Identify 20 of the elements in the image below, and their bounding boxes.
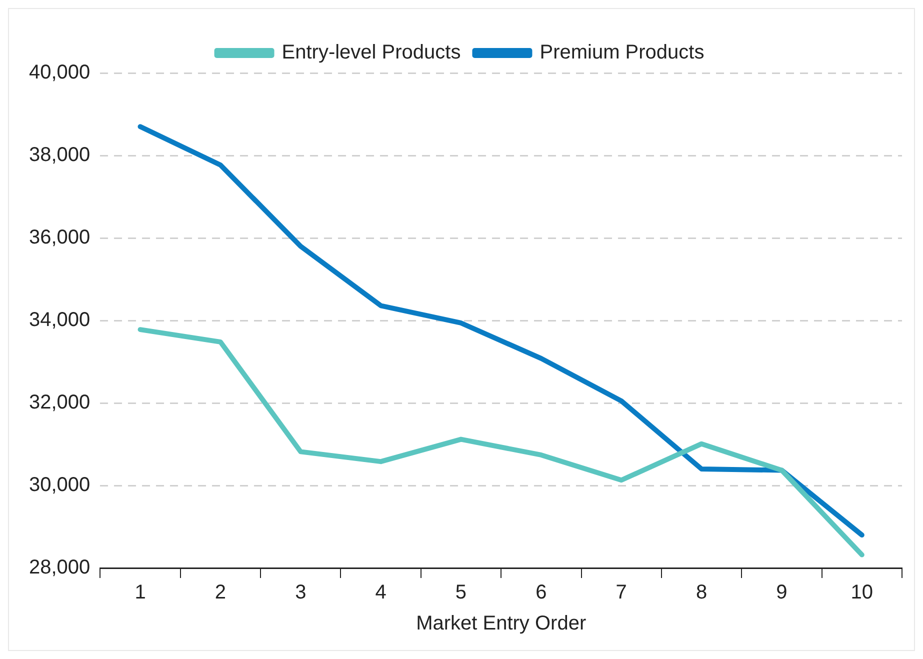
- x-tick-label: 3: [295, 582, 306, 604]
- legend-label: Premium Products: [540, 42, 704, 64]
- x-tick-label: 10: [850, 582, 874, 604]
- x-tick-label: 1: [134, 582, 146, 604]
- x-tick-label: 4: [375, 582, 386, 604]
- legend-label: Entry-level Products: [282, 42, 461, 64]
- x-tick-label: 6: [536, 582, 547, 604]
- x-tick-label: 5: [455, 582, 467, 604]
- y-tick-label: 40,000: [29, 62, 90, 84]
- x-tick-label: 2: [214, 582, 226, 604]
- x-tick-label: 9: [776, 582, 788, 604]
- x-axis-title: Market Entry Order: [416, 612, 586, 635]
- y-tick-label: 36,000: [29, 226, 90, 249]
- y-tick-label: 34,000: [29, 309, 90, 332]
- y-tick-label: 30,000: [29, 474, 90, 496]
- y-tick-label: 38,000: [29, 144, 90, 166]
- y-tick-label: 28,000: [29, 556, 90, 579]
- x-tick-label: 8: [696, 582, 708, 604]
- y-tick-label: 32,000: [29, 392, 90, 414]
- x-tick-label: 7: [616, 582, 627, 604]
